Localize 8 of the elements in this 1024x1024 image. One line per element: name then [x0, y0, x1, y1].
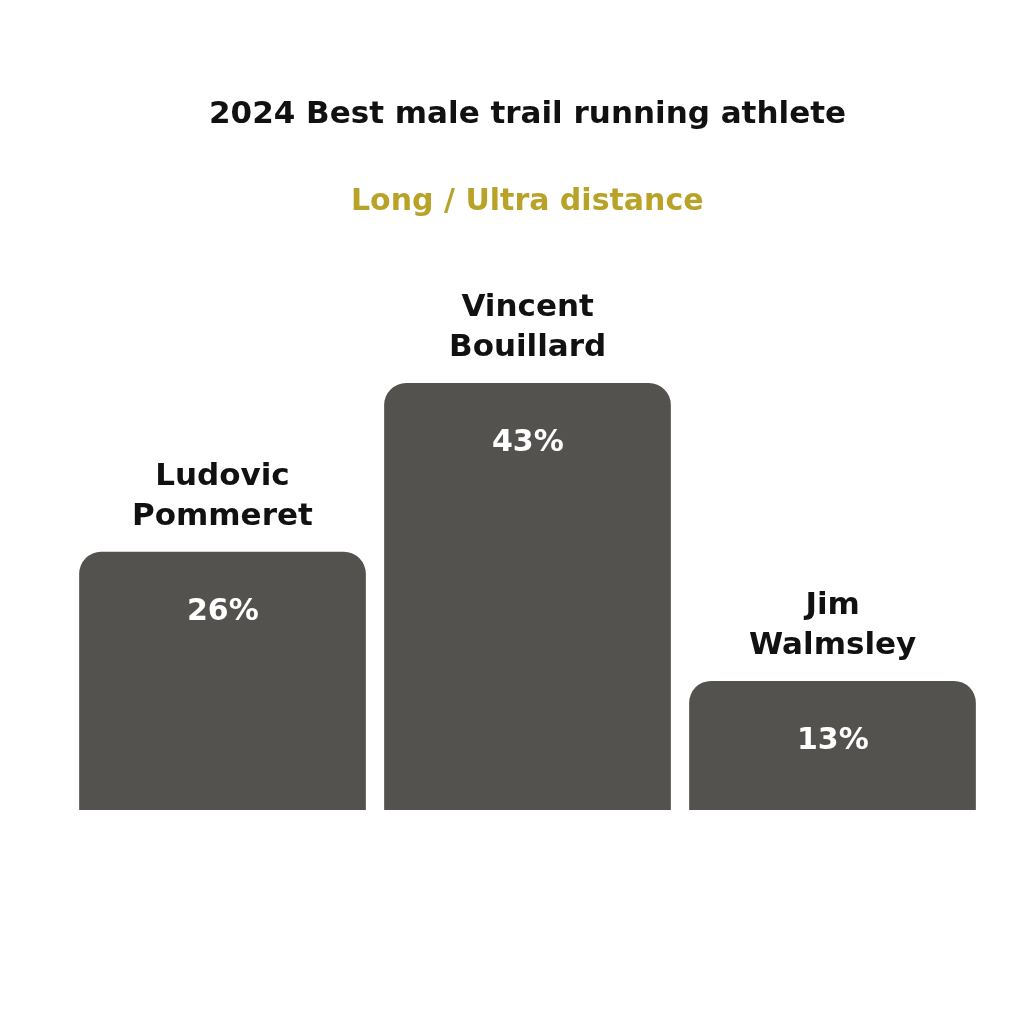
x-tick-label: Jim Walmsley [749, 585, 917, 662]
data-label: 26% [187, 592, 259, 627]
chart-subtitle: Long / Ultra distance [351, 182, 704, 217]
data-label: 43% [492, 423, 564, 458]
data-label: 13% [797, 721, 869, 756]
chart-title: 2024 Best male trail running athlete [209, 93, 846, 130]
x-tick-label: Ludovic Pommeret [132, 456, 313, 533]
x-tick-label: Vincent Bouillard [449, 287, 607, 364]
